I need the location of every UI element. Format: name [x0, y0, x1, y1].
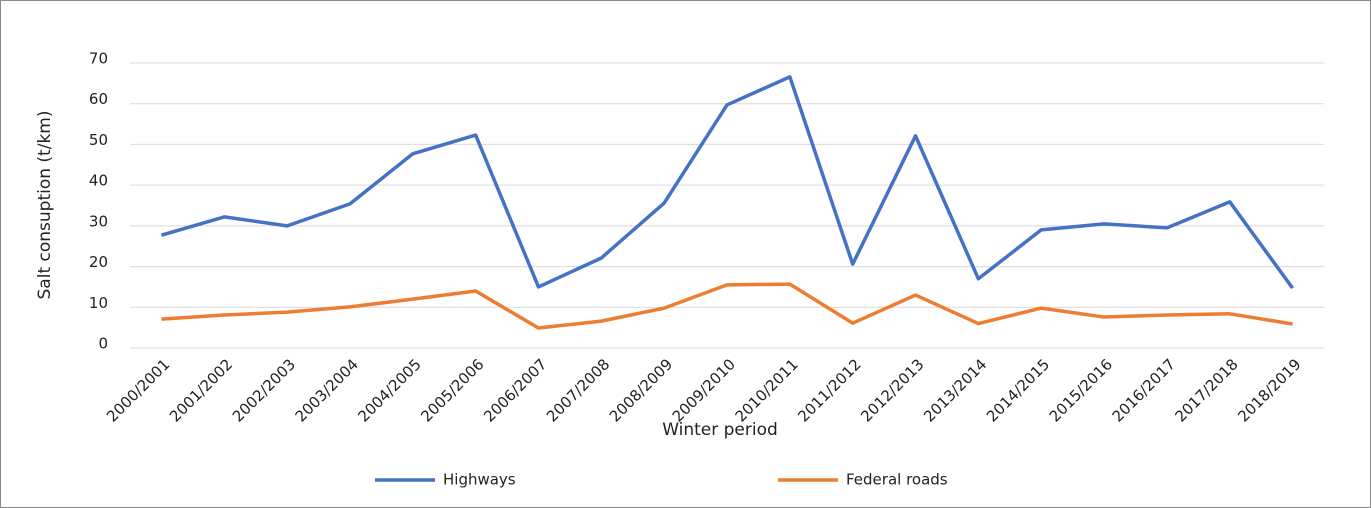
y-tick-label: 60 [89, 90, 108, 108]
y-tick-label: 70 [89, 50, 108, 68]
data-line [160, 75, 1294, 290]
x-axis-title: Winter period [662, 420, 778, 440]
y-tick-label: 20 [89, 253, 108, 271]
legend-label: Highways [443, 471, 516, 489]
y-tick-label: 10 [89, 294, 108, 312]
y-tick-label: 50 [89, 131, 108, 149]
y-axis-title: Salt consuption (t/km) [35, 111, 55, 300]
data-line [161, 282, 1293, 330]
y-tick-label: 0 [98, 335, 108, 353]
y-tick-label: 30 [89, 212, 108, 230]
legend-label: Federal roads [846, 471, 948, 489]
y-tick-label: 40 [89, 172, 108, 190]
